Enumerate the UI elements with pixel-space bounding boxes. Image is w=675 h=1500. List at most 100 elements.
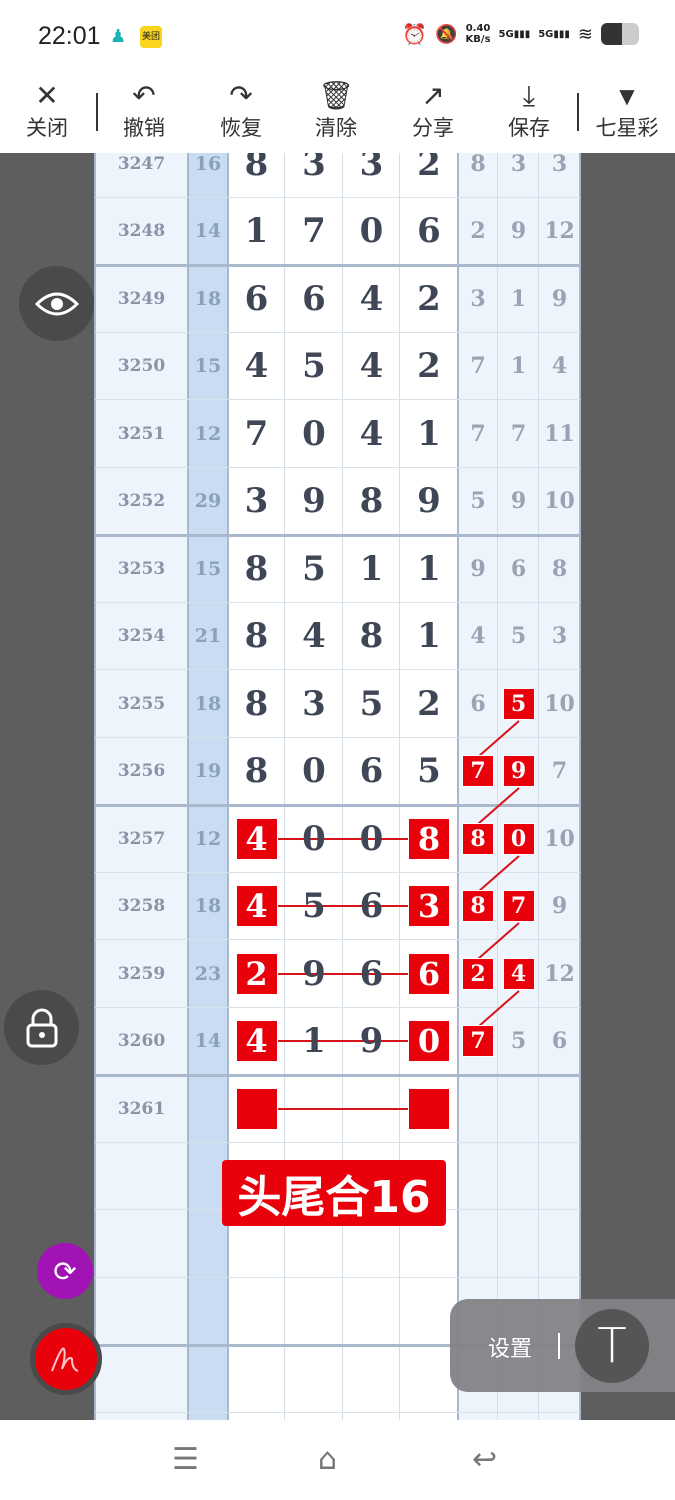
- digit-sum: 18: [194, 287, 222, 310]
- issue-number: 3261: [117, 1098, 166, 1119]
- draw-digit: 0: [359, 818, 384, 859]
- grid-hline: [95, 1411, 580, 1413]
- toolbar-dropdown-button[interactable]: ▼ 七星彩: [587, 75, 667, 153]
- draw-digit: 5: [417, 751, 441, 792]
- highlight-extra-box: 2: [462, 957, 494, 990]
- draw-digit: 6: [359, 953, 384, 994]
- network-speed: 0.40 KB/s: [465, 23, 491, 45]
- home-icon[interactable]: ⌂: [318, 1442, 338, 1477]
- grid-hline: [95, 196, 580, 198]
- draw-digit: 0: [302, 751, 326, 792]
- extra-value: 9: [510, 218, 527, 245]
- draw-digit: 1: [417, 616, 441, 657]
- grid-hline: [95, 1141, 580, 1143]
- highlight-extra-box: 4: [502, 957, 535, 990]
- chart-canvas[interactable]: 3247 16 8 3 3 2 8 3 3 3248 14 1 7 0 6 2 9 12 3249 18 6 6 4 2 3 1 9…: [0, 153, 675, 1420]
- toolbar-clear-button[interactable]: 🗑 清除: [296, 75, 376, 153]
- extra-value: 1: [510, 353, 527, 380]
- extra-value: 4: [470, 623, 486, 650]
- refresh-button[interactable]: ⟳: [37, 1243, 93, 1299]
- highlight-digit-box: [235, 1087, 278, 1130]
- extra-value: 11: [544, 420, 575, 447]
- eye-icon: [34, 292, 79, 315]
- highlight-digit-box: [408, 1087, 450, 1130]
- draw-digit: 8: [244, 548, 269, 589]
- draw-digit: 5: [359, 683, 384, 724]
- grid-vline: [342, 153, 343, 1420]
- draw-digit: 2: [417, 153, 441, 184]
- draw-digit: 4: [359, 413, 384, 454]
- redo-icon: ↷: [229, 79, 253, 112]
- highlight-extra-box: 7: [502, 890, 535, 923]
- pen-button[interactable]: [30, 1323, 102, 1395]
- grid-hline: [95, 466, 580, 468]
- digit-sum: 18: [194, 692, 222, 715]
- grid-vline: [187, 153, 189, 1420]
- digit-sum: 16: [194, 153, 222, 175]
- grid-vline: [497, 153, 498, 1420]
- toolbar-close-button[interactable]: ✕ 关闭: [7, 75, 87, 153]
- menu-icon[interactable]: ☰: [172, 1442, 199, 1477]
- lottery-table[interactable]: 3247 16 8 3 3 2 8 3 3 3248 14 1 7 0 6 2 9 12 3249 18 6 6 4 2 3 1 9…: [94, 153, 581, 1420]
- highlight-digit-box: 6: [408, 952, 450, 995]
- toolbar-label: 撤销: [123, 116, 165, 140]
- extra-value: 8: [551, 555, 568, 582]
- extra-value: 5: [510, 1028, 527, 1055]
- annotation-label[interactable]: 头尾合16: [222, 1160, 446, 1226]
- toolbar-undo-button[interactable]: ↶ 撤销: [104, 75, 184, 153]
- highlight-extra-box: 8: [462, 822, 494, 855]
- settings-panel[interactable]: 设置 T: [450, 1299, 675, 1392]
- extra-value: 4: [551, 353, 568, 380]
- draw-digit: 3: [302, 683, 326, 724]
- settings-button[interactable]: 设置: [488, 1337, 533, 1362]
- digit-sum: 19: [194, 760, 222, 783]
- toolbar-save-button[interactable]: ⤓ 保存: [489, 75, 569, 153]
- refresh-icon: ⟳: [53, 1254, 77, 1288]
- grid-hline: [95, 331, 580, 333]
- toolbar-redo-button[interactable]: ↷ 恢复: [201, 75, 281, 153]
- back-icon[interactable]: ↩: [472, 1442, 498, 1477]
- extra-value: 9: [510, 488, 527, 515]
- extra-value: 8: [470, 153, 486, 177]
- issue-number: 3251: [117, 423, 166, 444]
- highlight-digit-box: 4: [235, 817, 278, 860]
- undo-icon: ↶: [132, 79, 156, 112]
- digit-sum: 18: [194, 895, 222, 918]
- extra-value: [498, 1075, 539, 1143]
- toolbar-share-button[interactable]: ↗ 分享: [393, 75, 473, 153]
- lock-button[interactable]: [4, 990, 79, 1065]
- draw-digit: 6: [302, 278, 326, 319]
- extra-value: 6: [551, 1028, 568, 1055]
- highlight-extra-box: 7: [462, 1025, 494, 1058]
- digit-sum: 12: [194, 827, 222, 850]
- extra-value: 2: [470, 218, 486, 245]
- draw-digit: 8: [244, 616, 269, 657]
- highlight-digit-box: 2: [235, 952, 278, 995]
- extra-value: 10: [544, 488, 575, 515]
- extra-value: 12: [544, 960, 575, 987]
- eye-toggle-button[interactable]: [19, 266, 94, 341]
- digit-sum: 23: [194, 962, 222, 985]
- signal-icon-2: 5G▮▮▮: [538, 28, 570, 40]
- highlight-extra-box: 9: [502, 755, 535, 788]
- sum-column-bg: [188, 153, 228, 1420]
- grid-hline: [95, 1074, 580, 1077]
- draw-digit: 8: [244, 153, 269, 184]
- grid-hline: [95, 871, 580, 873]
- issue-number: 3252: [117, 491, 166, 512]
- draw-digit: 8: [359, 481, 384, 522]
- draw-digit: 7: [244, 413, 269, 454]
- status-bar: 22:01 ♟ 美团 ⏰ 🔕 0.40 KB/s 5G▮▮▮ 5G▮▮▮ ≋: [0, 0, 675, 75]
- draw-digit: 4: [359, 278, 384, 319]
- draw-digit: 1: [417, 413, 441, 454]
- extra-value: 9: [551, 893, 568, 920]
- alarm-icon: ⏰: [402, 22, 428, 46]
- draw-digit: 1: [417, 548, 441, 589]
- digit-sum: 14: [194, 220, 222, 243]
- text-tool-button[interactable]: T: [575, 1309, 649, 1383]
- grid-vline: [457, 153, 459, 1420]
- draw-digit: 3: [244, 481, 269, 522]
- grid-hline: [95, 1006, 580, 1008]
- clock: 22:01: [38, 22, 101, 50]
- signal-icon: 5G▮▮▮: [498, 28, 531, 40]
